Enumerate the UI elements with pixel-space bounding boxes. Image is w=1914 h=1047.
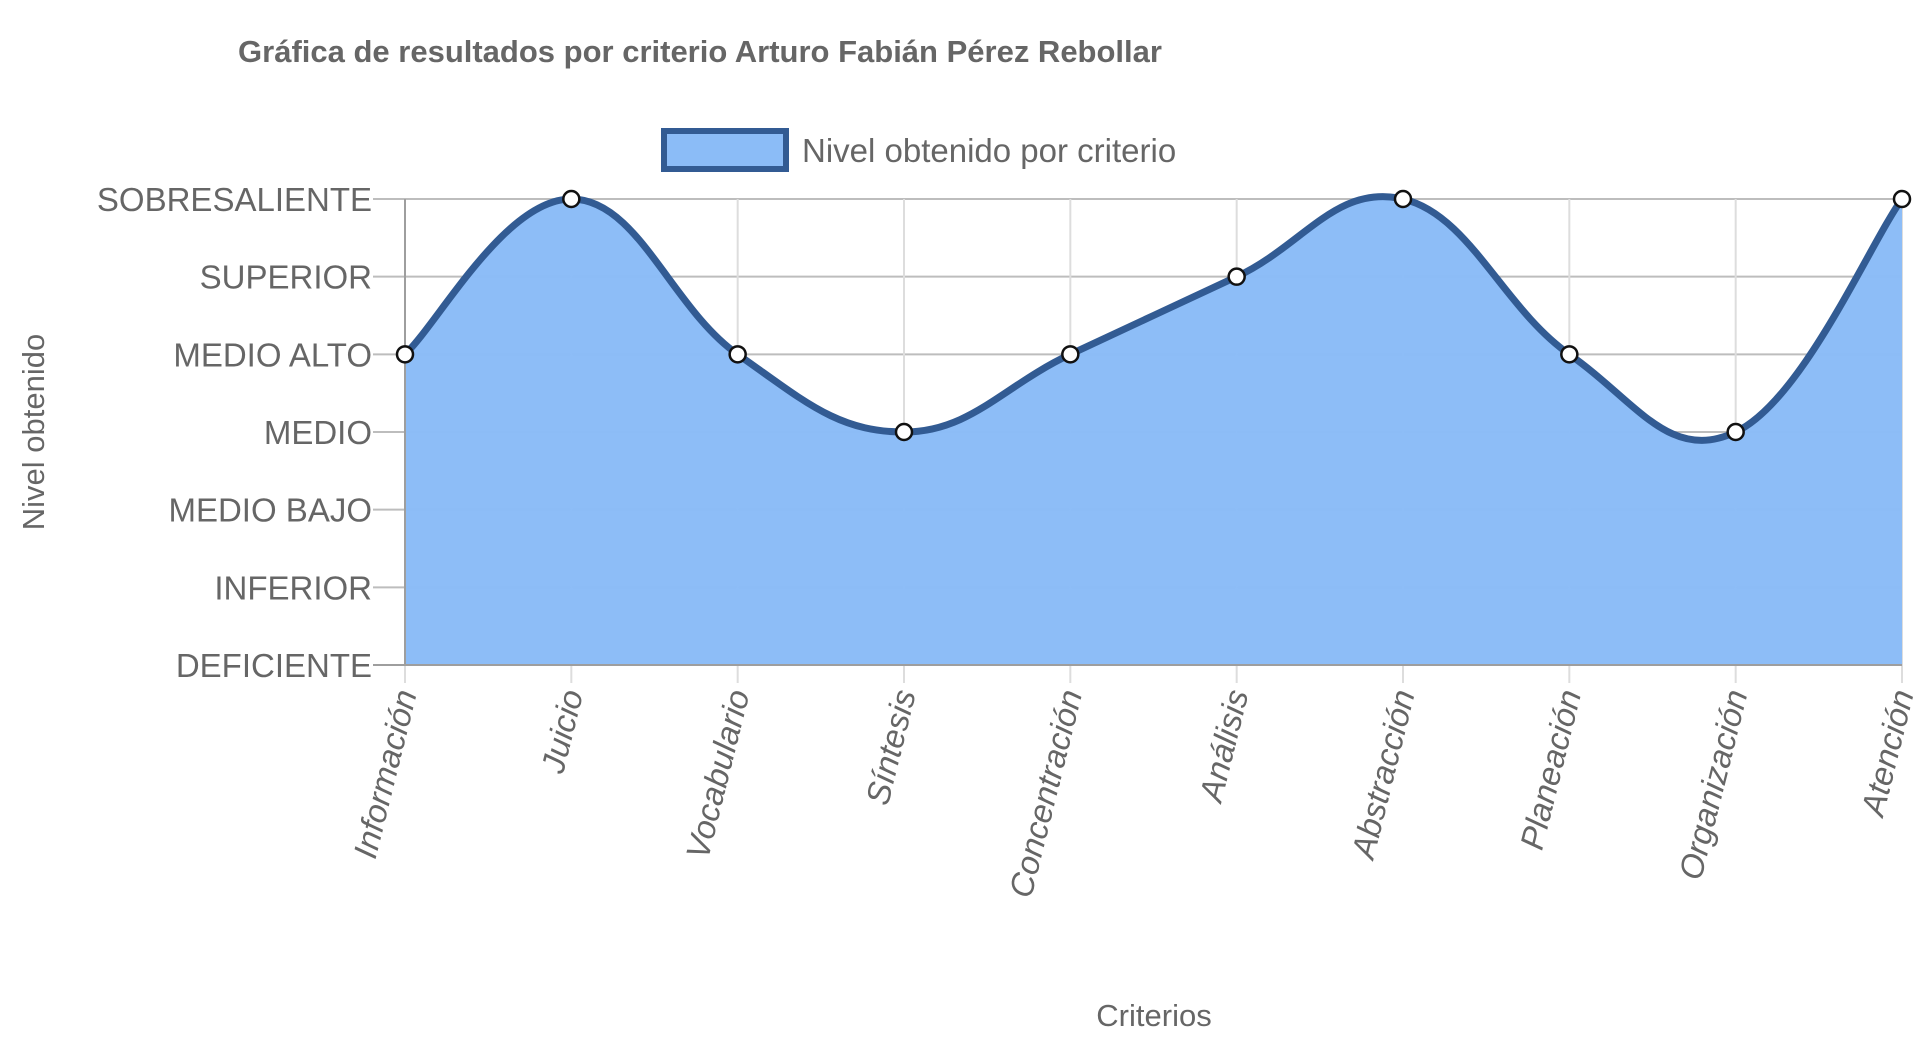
x-tick-label: Organización — [1672, 686, 1755, 884]
data-point[interactable] — [1393, 189, 1413, 209]
chart-title: Gráfica de resultados por criterio Artur… — [238, 34, 1162, 69]
x-tick-label: Planeación — [1513, 686, 1588, 853]
data-point[interactable] — [395, 345, 415, 364]
x-tick-label: Juicio — [534, 686, 591, 778]
y-tick-label: SOBRESALIENTE — [97, 181, 372, 218]
x-tick-label: Información — [346, 686, 424, 862]
legend[interactable]: Nivel obtenido por criterio — [661, 128, 1176, 172]
x-tick-label: Vocabulario — [679, 686, 757, 863]
area-series — [401, 193, 1906, 665]
x-tick-label: Concentración — [1002, 686, 1089, 901]
x-tick-label: Análisis — [1192, 686, 1256, 807]
data-point[interactable] — [894, 422, 914, 442]
x-tick-label: Abstracción — [1344, 686, 1422, 864]
y-tick-label: SUPERIOR — [200, 259, 372, 296]
y-axis-title: Nivel obtenido — [16, 334, 51, 530]
data-point[interactable] — [1726, 422, 1745, 442]
y-tick-label: MEDIO ALTO — [173, 336, 372, 373]
legend-swatch — [661, 128, 789, 172]
data-point[interactable] — [1061, 345, 1080, 364]
y-tick-label: DEFICIENTE — [176, 647, 372, 684]
y-tick-label: MEDIO BAJO — [168, 492, 372, 529]
data-points[interactable] — [395, 189, 1912, 442]
x-axis: Información Juicio Vocabulario Síntesis Conc… — [346, 664, 1914, 901]
series-line — [401, 193, 1906, 444]
y-axis: DEFICIENTE INFERIOR MEDIO BAJO MEDIO MEDIO A… — [97, 181, 406, 684]
data-point[interactable] — [1892, 189, 1912, 209]
x-axis-title: Criterios — [1096, 998, 1211, 1033]
data-point[interactable] — [562, 189, 581, 209]
y-tick-label: INFERIOR — [214, 569, 372, 606]
x-tick-label: Atención — [1853, 686, 1914, 822]
area-fill — [405, 196, 1902, 665]
data-point[interactable] — [1227, 267, 1246, 286]
x-tick-label: Síntesis — [858, 686, 922, 809]
data-point[interactable] — [1560, 345, 1579, 364]
y-tick-label: MEDIO — [264, 414, 372, 451]
data-point[interactable] — [728, 345, 747, 364]
legend-label: Nivel obtenido por criterio — [802, 132, 1176, 169]
